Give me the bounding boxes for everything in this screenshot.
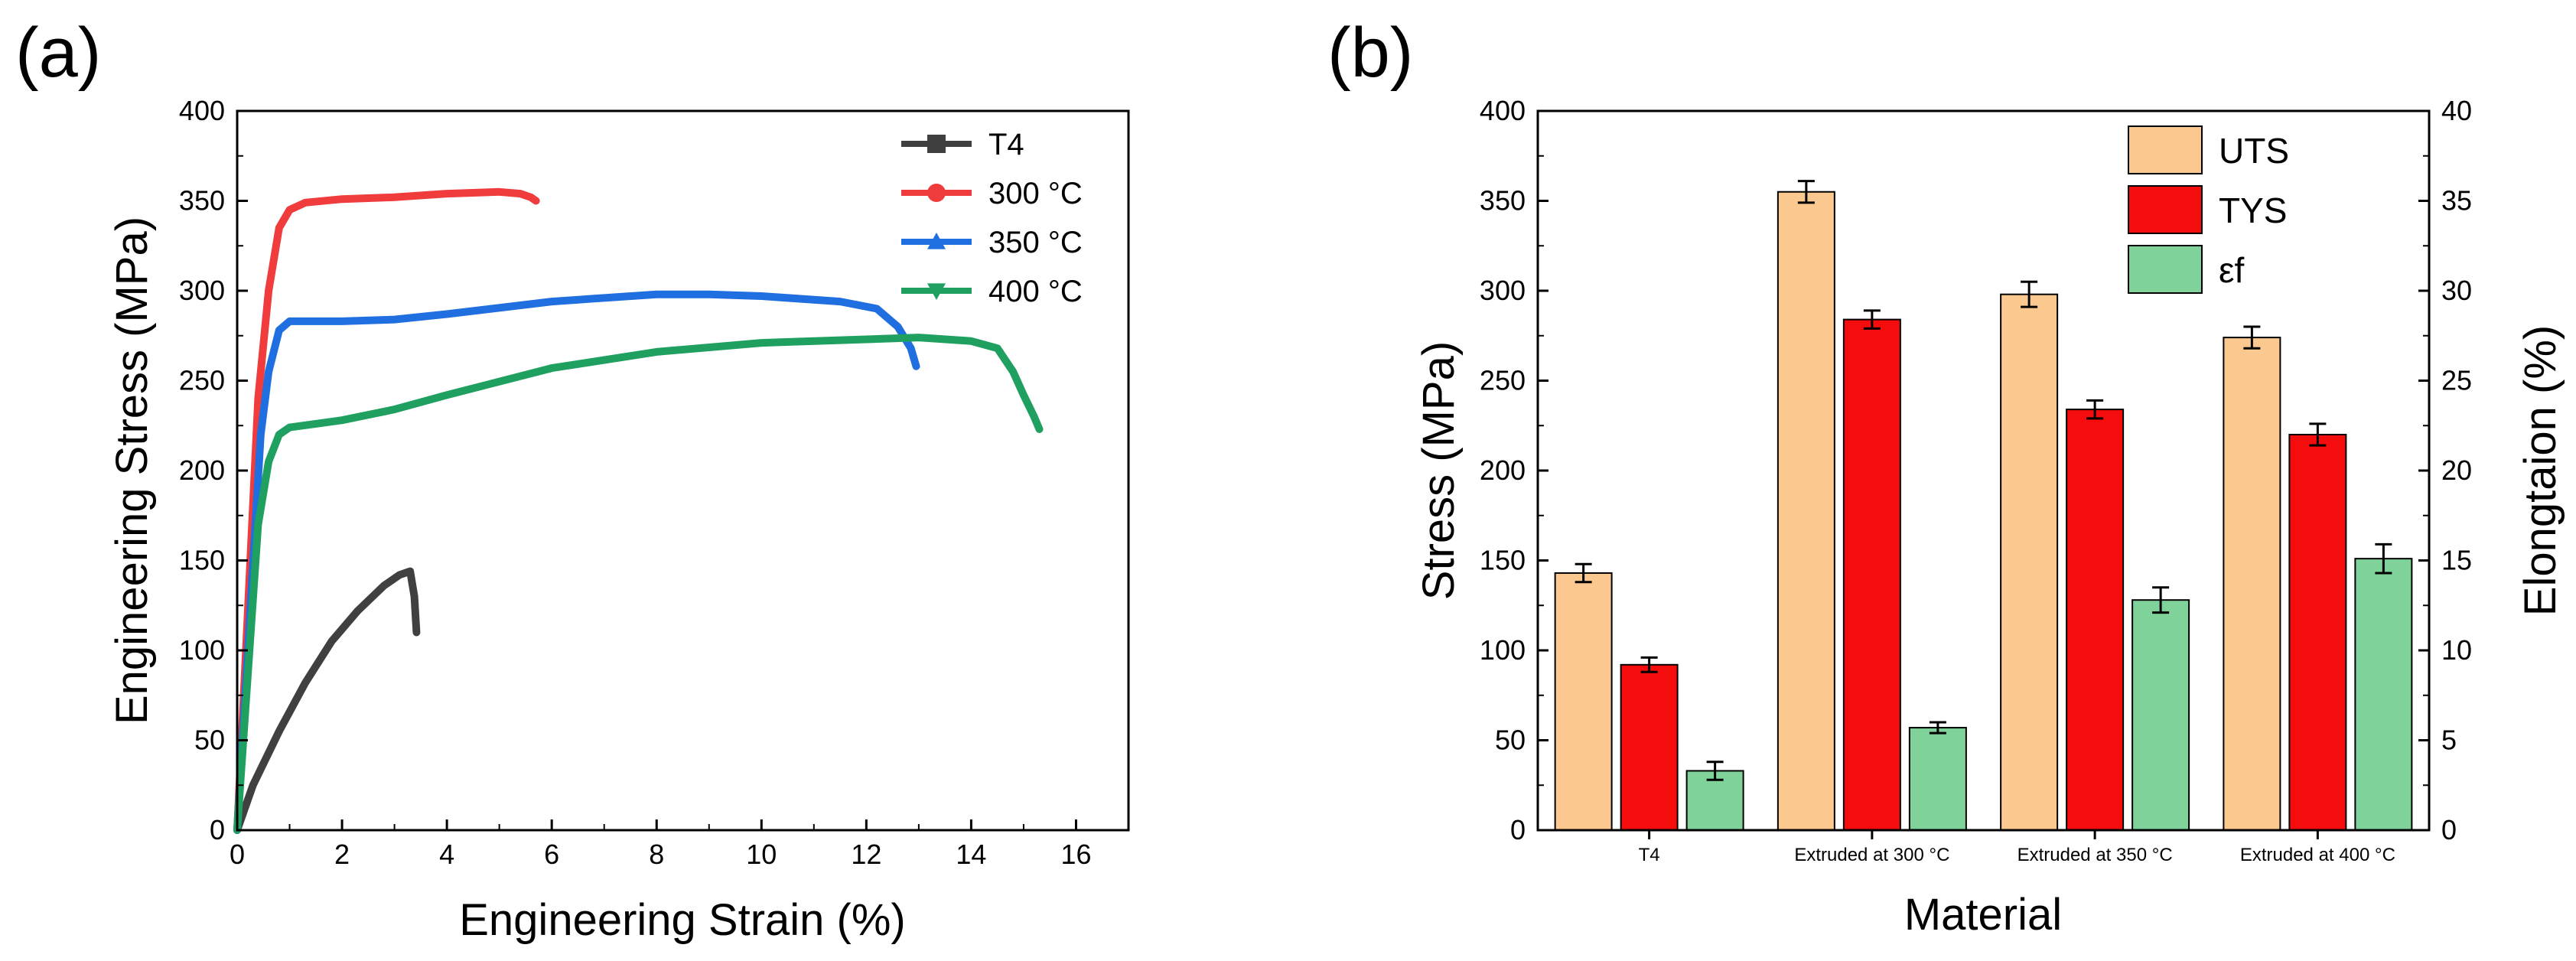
x-tick-label: 16 (1060, 839, 1091, 870)
legend-label-0: T4 (988, 128, 1024, 161)
y-tick-label: 250 (179, 365, 225, 396)
x-tick-label: Extruded at 400 °C (2240, 845, 2395, 865)
legend-label-0: UTS (2219, 131, 2289, 171)
legend-label-3: 400 °C (988, 275, 1083, 308)
y-tick-label: 300 (1480, 275, 1526, 306)
legend: UTS TYS εf (2128, 125, 2289, 294)
legend-label-2: 350 °C (988, 226, 1083, 259)
y-tick-label: 400 (1480, 95, 1526, 126)
legend: T4 300 °C 350 °C 400 °C (901, 128, 1083, 308)
error-bar-2-2 (2152, 586, 2170, 614)
series-line-3 (233, 334, 1044, 834)
bar-0-2 (2000, 293, 2059, 831)
y-tick-label: 50 (194, 725, 225, 756)
y-tick-label: 0 (1510, 814, 1526, 845)
x-tick-label: 2 (334, 839, 350, 870)
bar-0-0 (1554, 572, 1613, 831)
x-tick-label: 12 (851, 839, 881, 870)
bar-1-2 (2066, 409, 2125, 831)
y-tick-label: 150 (1480, 545, 1526, 576)
y2-axis-title: Elongtaion (%) (2516, 325, 2565, 616)
y-axis-title: Engineering Stress (MPa) (107, 217, 157, 725)
legend-marker-2 (927, 233, 946, 249)
legend-label-1: TYS (2219, 191, 2287, 230)
tick-layer: T4 Extruded at 300 °C Extruded at 350 °C Ex… (1480, 95, 2472, 865)
y-tick-label: 100 (179, 634, 225, 666)
error-bar-0-3 (2243, 325, 2261, 350)
y-tick-label: 200 (1480, 454, 1526, 486)
y-tick-label: 300 (179, 275, 225, 306)
panel-a-label: (a) (15, 14, 101, 92)
plot-frame (236, 109, 1130, 832)
y-tick-label: 100 (1480, 634, 1526, 666)
series-line-2 (233, 290, 920, 834)
panel-b-label: (b) (1327, 14, 1413, 92)
y-tick-label: 200 (179, 454, 225, 486)
x-tick-label: Extruded at 350 °C (2017, 845, 2173, 865)
y2-tick-label: 15 (2441, 545, 2472, 576)
curve-layer (233, 187, 1044, 834)
legend-swatch-2 (2128, 245, 2203, 294)
error-bar-1-3 (2309, 422, 2327, 447)
legend-marker-3 (927, 283, 946, 300)
y-tick-label: 350 (179, 185, 225, 217)
x-tick-label: 8 (649, 839, 664, 870)
stress-strain-chart: 0 2 4 6 8 10 12 14 16 0 50 100 150 200 250 300 350 400 En… (107, 95, 1130, 945)
x-axis-title: Material (1904, 890, 2062, 940)
legend-marker-1 (927, 184, 946, 202)
x-tick-label: 10 (746, 839, 777, 870)
error-bar-1-2 (2086, 399, 2104, 420)
y-tick-label: 50 (1495, 725, 1526, 756)
error-bar-0-1 (1797, 180, 1815, 204)
bar-2-1 (1908, 727, 1967, 831)
x-tick-label: 6 (544, 839, 559, 870)
bar-layer (1554, 180, 2413, 832)
y-tick-label: 400 (179, 95, 225, 126)
legend-swatch-0 (2128, 125, 2203, 174)
error-bar-0-0 (1575, 562, 1592, 584)
y2-tick-label: 35 (2441, 185, 2472, 217)
bar-0-1 (1776, 191, 1835, 831)
bar-2-2 (2131, 599, 2190, 831)
mechanical-properties-bar-chart: T4 Extruded at 300 °C Extruded at 350 °C Ex… (1414, 95, 2565, 940)
x-tick-label: 0 (230, 839, 245, 870)
x-axis-title: Engineering Strain (%) (459, 895, 906, 945)
bar-2-3 (2354, 558, 2413, 832)
series-line-0 (233, 567, 421, 834)
y2-tick-label: 0 (2441, 814, 2457, 845)
y2-tick-label: 25 (2441, 365, 2472, 396)
error-bar-2-1 (1929, 721, 1946, 735)
y2-tick-label: 5 (2441, 725, 2457, 756)
x-tick-label: T4 (1639, 845, 1660, 865)
bar-1-1 (1842, 318, 1901, 832)
y-tick-label: 350 (1480, 185, 1526, 217)
series-line-1 (233, 187, 540, 834)
y-axis-title: Stress (MPa) (1414, 341, 1464, 600)
error-bar-0-2 (2021, 280, 2038, 308)
error-bar-2-0 (1706, 761, 1724, 781)
y2-tick-label: 40 (2441, 95, 2472, 126)
bar-0-3 (2223, 337, 2281, 832)
error-bar-1-1 (1863, 309, 1881, 330)
y-tick-label: 150 (179, 545, 225, 576)
y2-tick-label: 20 (2441, 454, 2472, 486)
x-tick-label: Extruded at 300 °C (1794, 845, 1949, 865)
y2-tick-label: 30 (2441, 275, 2472, 306)
y-tick-label: 250 (1480, 365, 1526, 396)
legend-label-2: εf (2219, 250, 2245, 290)
legend-label-1: 300 °C (988, 177, 1083, 210)
tick-layer: 0 2 4 6 8 10 12 14 16 0 50 100 150 200 250 300 350 400 (179, 95, 1092, 870)
legend-swatch-1 (2128, 185, 2203, 234)
x-tick-label: 4 (439, 839, 454, 870)
error-bar-2-3 (2375, 542, 2392, 575)
legend-marker-0 (927, 135, 946, 153)
error-bar-1-0 (1640, 656, 1658, 673)
bar-1-0 (1620, 663, 1679, 831)
x-tick-label: 14 (956, 839, 986, 870)
bar-1-3 (2288, 434, 2347, 831)
y2-tick-label: 10 (2441, 634, 2472, 666)
y-tick-label: 0 (210, 814, 225, 845)
